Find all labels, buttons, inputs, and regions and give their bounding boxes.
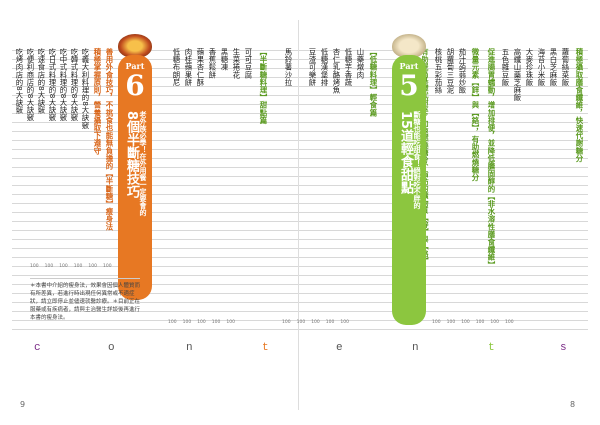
section-heading-principles: 積極掌握原則，營養攝取下遵守	[93, 48, 102, 155]
part-label: Part	[399, 61, 419, 71]
page-ref-row: 100 100 100 100 100	[168, 320, 235, 325]
recipe-item: 高纖山藥芝麻飯	[513, 48, 522, 102]
recipe-item: 山藥燉肉	[356, 48, 365, 79]
page-ref: 100	[168, 320, 177, 325]
recipe-item: 五色雜豆飯	[501, 48, 510, 86]
page-ref: 100	[475, 320, 485, 325]
recipe-item: 大麥珍珠飯	[525, 48, 534, 86]
page-number-left: 9	[20, 400, 26, 409]
recipe-item: 可可豆腐	[244, 48, 253, 79]
page-ref: 100	[102, 264, 112, 269]
rice-bowl-photo	[392, 34, 426, 58]
part-label: Part	[125, 61, 145, 71]
contents-letter: e	[336, 342, 343, 354]
page-ref: 100	[432, 320, 441, 325]
page-ref: 100	[30, 264, 39, 269]
part-number: 6	[125, 69, 145, 102]
section-heading-light: 【低糖料理】輕食篇	[369, 48, 378, 117]
recipe-item: 茄汁蒟蒻炒飯	[458, 48, 467, 94]
page-ref: 100	[73, 264, 83, 269]
page-ref: 100	[325, 320, 335, 325]
page-ref-row: 100 100 100 100 100 100	[30, 264, 112, 269]
recipe-item: 海苔小米飯	[537, 48, 546, 86]
tip-item: 吃韓式料理的8大訣竅	[70, 48, 79, 122]
page-ref: 100	[211, 320, 221, 325]
page-ref: 100	[490, 320, 499, 325]
page-ref: 100	[311, 320, 320, 325]
page-ref-row: 100 100 100 100 100	[282, 320, 349, 325]
part-title: 8個半斷糖技巧	[124, 111, 139, 199]
recipe-item: 馬鈴薯沙拉	[284, 48, 293, 86]
page-ref: 100	[59, 264, 68, 269]
recipe-item: 黑糖凍	[220, 48, 229, 71]
recipe-item: 豆渣可樂餅	[308, 48, 317, 86]
page-ref: 100	[296, 320, 306, 325]
ruled-background	[12, 42, 588, 332]
page-ref: 100	[88, 264, 97, 269]
contents-letter: c	[34, 342, 41, 354]
tip-item: 吃速食店的8大訣竅	[37, 48, 46, 114]
tip-item: 吃便利商店的8大訣竅	[26, 48, 35, 122]
page-number-right: 8	[570, 400, 576, 409]
tip-item: 吃義大利料理的8大訣竅	[81, 48, 90, 129]
section-heading-dessert: 【半斷糖料理】甜點篇	[259, 48, 268, 124]
tip-item: 吃日式料理的8大訣竅	[48, 48, 57, 122]
tip-item: 吃烤肉店的8大訣竅	[15, 48, 24, 114]
recipe-item: 核桃五彩茄絲	[434, 48, 443, 94]
recipe-item: 生菜捲花	[232, 48, 241, 79]
recipe-item: 低糖布朗尼	[172, 48, 181, 86]
recipe-item: 黑白芝麻飯	[549, 48, 558, 86]
section-heading-dining-out: 善用外食技巧，不挑食也能無負擔的【半斷糖】瘦身法	[105, 48, 114, 231]
page-ref: 100	[44, 264, 54, 269]
tip-item: 吃中式料理的8大訣竅	[59, 48, 68, 122]
section-heading-insoluble-fiber: 促進腸胃蠕動，增加排便，並降低膽固醇的【非水溶性膳食纖維】	[487, 48, 496, 269]
contents-letter: o	[108, 342, 115, 354]
page-ref: 100	[340, 320, 349, 325]
part-tagline: 老外族必學！在外用餐一定要會的	[139, 111, 147, 216]
page-ref: 100	[461, 320, 470, 325]
page-ref: 100	[197, 320, 206, 325]
page-ref: 100	[226, 320, 235, 325]
recipe-item: 蘋果杏仁酥	[196, 48, 205, 86]
recipe-item: 肉桂蘋果餅	[184, 48, 193, 86]
recipe-item: 低糖漢堡排	[320, 48, 329, 86]
contents-letter: s	[560, 342, 567, 354]
page-ref: 100	[182, 320, 192, 325]
part-title: 15道輕食甜點	[398, 111, 413, 195]
part5-badge: Part 5 斷糖也能吃甜食！絕對吃不胖的 15道輕食甜點	[392, 55, 426, 325]
page-ref: 100	[446, 320, 456, 325]
meal-bowl-photo	[118, 34, 152, 58]
recipe-item: 杏仁乳酪烤魚	[332, 48, 341, 94]
recipe-item: 低糖芋香蔬	[344, 48, 353, 86]
recipe-item: 香蕉鬆餅	[208, 48, 217, 79]
section-heading-fiber: 積極攝取膳食纖維，快速代謝糖分	[575, 48, 584, 162]
part-tagline: 斷糖也能吃甜食！絕對吃不胖的	[413, 111, 421, 209]
contents-letter: t	[488, 342, 495, 354]
disclaimer-note: ＊本書中介紹的瘦身法，效果會因個人體質而有所差異，若進行時出現任何異常或不適症狀…	[30, 278, 140, 322]
contents-letter: t	[262, 342, 269, 354]
contents-letter: n	[186, 342, 193, 354]
part6-badge: Part 6 老外族必學！在外用餐一定要會的 8個半斷糖技巧	[118, 55, 152, 300]
recipe-item: 蘿蔔絲菜飯	[561, 48, 570, 86]
recipe-item: 胡蘿蔔三豆泥	[446, 48, 455, 94]
page-ref: 100	[282, 320, 291, 325]
part-number: 5	[399, 69, 419, 102]
page-ref-row: 100 100 100 100 100 100	[432, 320, 514, 325]
contents-letter: n	[412, 342, 419, 354]
page-ref: 100	[504, 320, 514, 325]
spine-divider	[298, 20, 299, 410]
section-heading-zinc-chromium: 微量元素【鋅】與【鉻】，有助燃燒糖分	[471, 48, 480, 182]
